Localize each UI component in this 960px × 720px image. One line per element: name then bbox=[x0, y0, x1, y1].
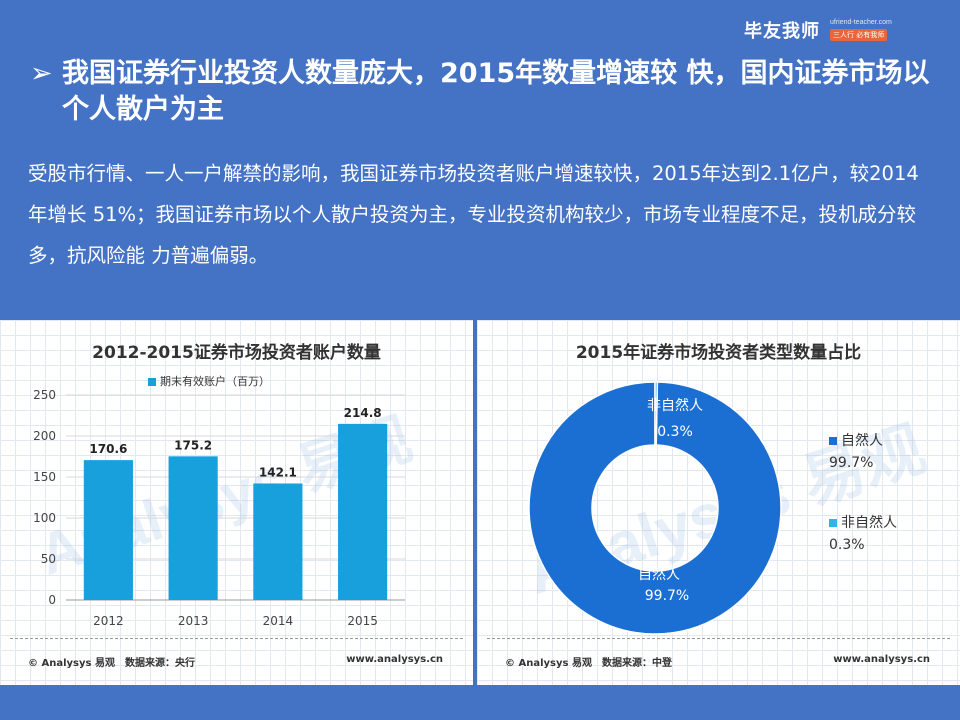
legend-swatch bbox=[148, 378, 156, 386]
slide-title-text: 我国证券行业投资人数量庞大，2015年数量增速较 快，国内证券市场以个人散户为主 bbox=[62, 58, 930, 125]
logo-url: ufriend-teacher.com bbox=[830, 19, 892, 26]
donut-legend-item-main: 自然人 99.7% bbox=[829, 430, 883, 474]
bar-data-label: 170.6 bbox=[89, 442, 127, 456]
y-tick-label: 250 bbox=[33, 388, 56, 402]
bar-chart-panel: Analysys 易观 2012-2015证券市场投资者账户数量 期末有效账户（… bbox=[0, 320, 473, 685]
donut-chart-source: © Analysys 易观 数据来源：中登 bbox=[505, 658, 672, 669]
bar-legend-label: 期末有效账户（百万） bbox=[160, 375, 270, 388]
y-tick-label: 200 bbox=[33, 429, 56, 443]
y-tick-label: 150 bbox=[33, 470, 56, 484]
bar-data-label: 214.8 bbox=[344, 406, 382, 420]
donut-slice bbox=[528, 381, 782, 635]
slice-label-minor: 非自然人 bbox=[647, 397, 703, 414]
slide-body-paragraph: 受股市行情、一人一户解禁的影响，我国证券市场投资者账户增速较快，2015年达到2… bbox=[28, 162, 919, 267]
logo-tagline: 三人行 必有我师 bbox=[830, 29, 888, 41]
bar-chart-title: 2012-2015证券市场投资者账户数量 bbox=[92, 343, 381, 363]
x-tick-label: 2012 bbox=[93, 614, 124, 628]
bar-data-label: 175.2 bbox=[174, 438, 212, 452]
bar bbox=[338, 423, 388, 600]
bar bbox=[168, 456, 218, 600]
bar-chart-footer: © Analysys 易观 数据来源：央行 www.analysys.cn bbox=[10, 638, 463, 669]
y-tick-label: 100 bbox=[33, 511, 56, 525]
bar-chart-source: © Analysys 易观 数据来源：央行 bbox=[28, 658, 195, 669]
bar-chart-svg: 0 50 100 150 200 250 170.6 2012 175.2 2013 142.1 20… bbox=[33, 388, 405, 628]
y-tick-label: 50 bbox=[41, 552, 56, 566]
bullet-arrow-icon: ➢ bbox=[30, 58, 53, 89]
bar-chart-website: www.analysys.cn bbox=[346, 654, 443, 665]
bar bbox=[83, 460, 133, 600]
bottom-strip bbox=[0, 685, 960, 720]
legend-value: 99.7% bbox=[829, 455, 874, 471]
x-tick-label: 2013 bbox=[178, 614, 209, 628]
legend-label: 非自然人 bbox=[841, 515, 897, 531]
donut-chart-panel: Analysys 易观 2015年证券市场投资者类型数量占比 自然人 99.7% 非… bbox=[477, 320, 960, 685]
donut-chart-svg: 自然人 99.7% 非自然人 0.3% bbox=[528, 381, 782, 635]
donut-chart-footer: © Analysys 易观 数据来源：中登 www.analysys.cn bbox=[487, 638, 950, 669]
y-tick-label: 0 bbox=[48, 593, 56, 607]
bar-chart-legend: 期末有效账户（百万） bbox=[148, 373, 270, 389]
x-tick-label: 2015 bbox=[347, 614, 378, 628]
donut-slice bbox=[654, 381, 659, 446]
legend-swatch bbox=[829, 437, 837, 445]
bar bbox=[253, 483, 303, 600]
legend-swatch bbox=[829, 519, 837, 527]
bar-data-label: 142.1 bbox=[259, 465, 297, 479]
slice-label-main: 自然人 bbox=[638, 566, 680, 583]
brand-logo: 毕友我师 ufriend-teacher.com 三人行 必有我师 bbox=[744, 17, 894, 43]
legend-value: 0.3% bbox=[829, 537, 865, 553]
panel-grid-background bbox=[0, 320, 473, 685]
slice-value-minor: 0.3% bbox=[657, 424, 693, 440]
logo-text: 毕友我师 bbox=[744, 21, 820, 42]
slice-value-main: 99.7% bbox=[645, 588, 689, 604]
legend-label: 自然人 bbox=[841, 433, 883, 449]
donut-legend-item-minor: 非自然人 0.3% bbox=[829, 512, 897, 556]
donut-chart-website: www.analysys.cn bbox=[833, 654, 930, 665]
x-tick-label: 2014 bbox=[263, 614, 294, 628]
donut-chart-title: 2015年证券市场投资者类型数量占比 bbox=[575, 343, 862, 363]
